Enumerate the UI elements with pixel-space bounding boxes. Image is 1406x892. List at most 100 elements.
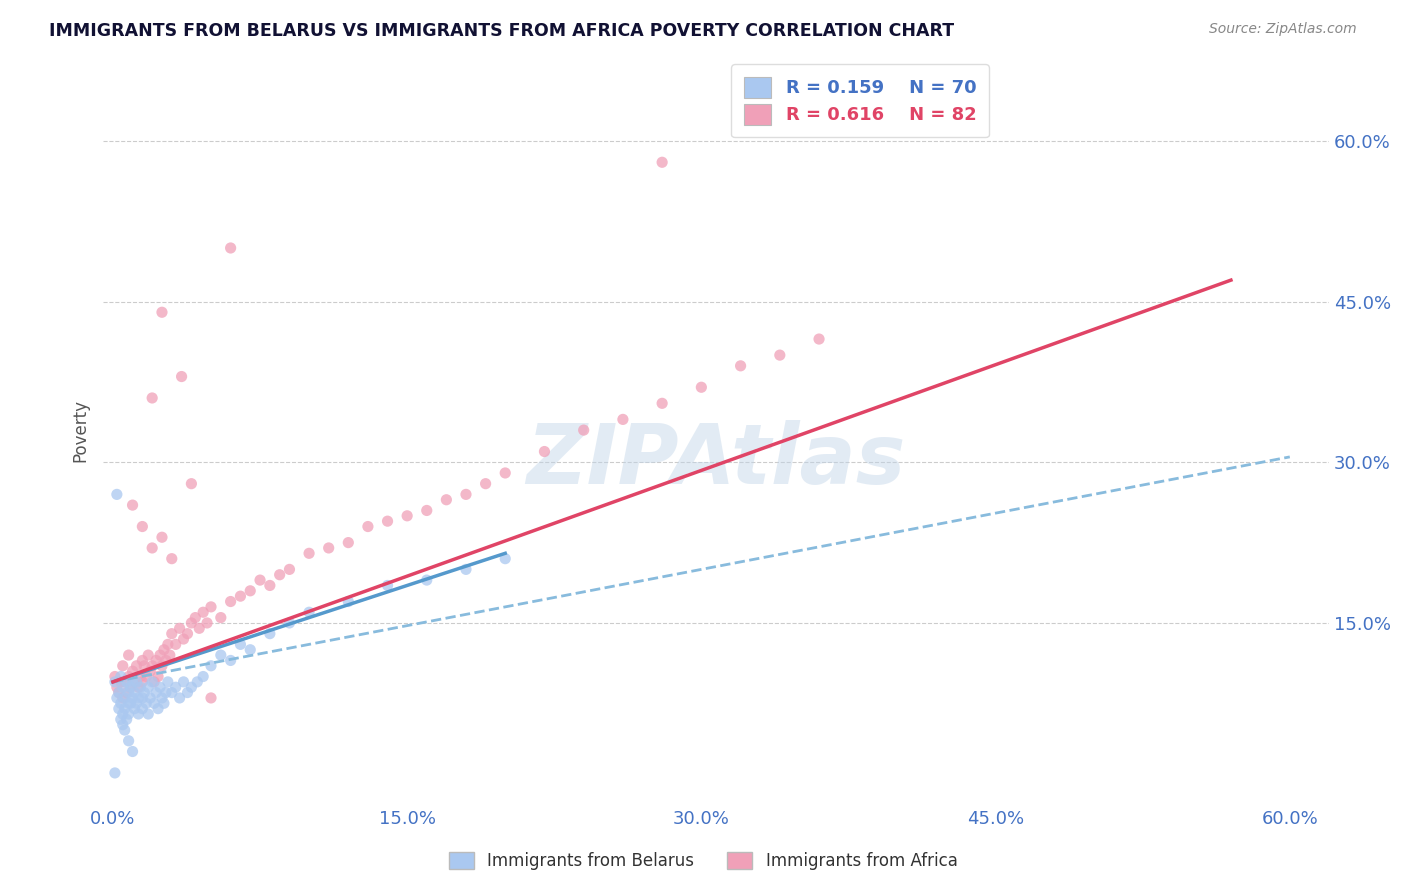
Point [533,444,555,458]
Point [165,637,187,651]
Point [108,685,131,699]
Point [278,615,301,630]
Point [120,680,142,694]
Point [434,492,457,507]
Point [416,573,439,587]
Point [156,637,179,651]
Point [131,690,153,705]
Point [131,519,153,533]
Point [104,674,127,689]
Point [191,669,214,683]
Point [169,621,191,635]
Point [136,648,159,662]
Point [150,690,173,705]
Point [160,685,183,699]
Point [209,648,232,662]
Point [105,487,128,501]
Point [396,508,419,523]
Point [239,642,262,657]
Point [110,712,132,726]
Point [108,685,131,699]
Point [110,696,132,710]
Point [104,669,127,683]
Point [156,674,179,689]
Point [200,658,222,673]
Point [219,594,242,608]
Point [146,701,169,715]
Point [278,562,301,576]
Point [173,674,195,689]
Point [150,530,173,544]
Point [153,696,176,710]
Point [111,717,134,731]
Point [127,690,149,705]
Point [105,680,128,694]
Point [209,610,232,624]
Point [125,696,148,710]
Point [690,380,713,394]
Point [572,423,595,437]
Point [494,466,516,480]
Point [120,696,142,710]
Legend: Immigrants from Belarus, Immigrants from Africa: Immigrants from Belarus, Immigrants from… [441,845,965,877]
Point [249,573,271,587]
Point [105,690,128,705]
Point [170,369,193,384]
Point [160,551,183,566]
Point [135,669,157,683]
Point [169,690,191,705]
Point [141,658,163,673]
Point [191,605,214,619]
Point [145,685,167,699]
Point [110,674,132,689]
Point [180,615,202,630]
Point [186,674,208,689]
Point [651,155,673,169]
Point [165,680,187,694]
Point [337,594,360,608]
Point [769,348,792,362]
Point [114,723,136,737]
Point [131,701,153,715]
Point [229,589,252,603]
Point [115,712,138,726]
Point [124,701,146,715]
Point [127,706,149,721]
Point [134,658,156,673]
Point [298,546,321,560]
Point [612,412,634,426]
Legend: R = 0.159    N = 70, R = 0.616    N = 82: R = 0.159 N = 70, R = 0.616 N = 82 [731,64,988,137]
Point [200,599,222,614]
Point [124,685,146,699]
Point [377,578,399,592]
Point [134,685,156,699]
Point [145,653,167,667]
Point [357,519,380,533]
Point [454,562,477,576]
Point [269,567,291,582]
Point [121,498,143,512]
Point [131,674,153,689]
Point [136,680,159,694]
Point [108,701,131,715]
Point [114,674,136,689]
Point [111,706,134,721]
Point [114,690,136,705]
Point [149,680,172,694]
Point [111,690,134,705]
Point [117,669,139,683]
Point [416,503,439,517]
Point [150,305,173,319]
Point [149,648,172,662]
Point [111,680,134,694]
Point [195,615,218,630]
Point [127,680,149,694]
Point [494,551,516,566]
Point [114,701,136,715]
Point [115,674,138,689]
Point [239,583,262,598]
Point [180,680,202,694]
Point [176,626,198,640]
Point [160,626,183,640]
Point [259,578,281,592]
